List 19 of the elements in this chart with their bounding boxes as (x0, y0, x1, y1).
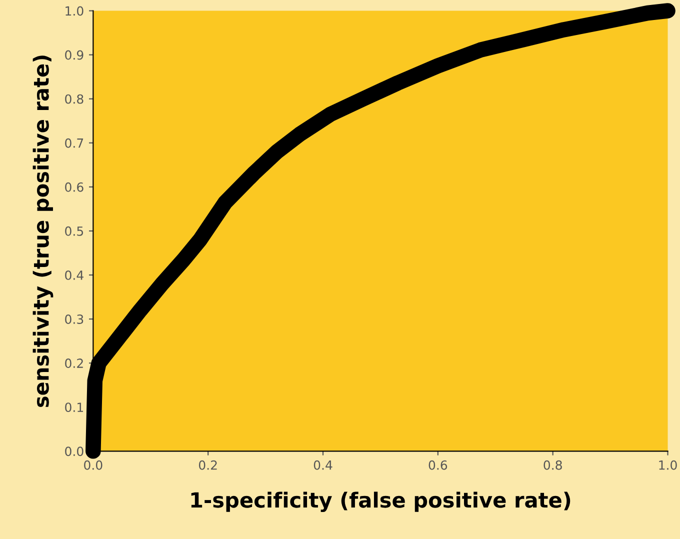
y-tick-label: 0.2 (65, 358, 83, 368)
y-tick-label: 0.0 (65, 446, 84, 456)
x-tick-label: 0.6 (428, 460, 448, 470)
y-tick-label: 0.8 (65, 94, 84, 104)
x-tick-label: 0.0 (84, 460, 102, 470)
y-tick-label: 0.7 (65, 138, 84, 148)
x-tick-label: 0.2 (198, 460, 217, 470)
x-axis-title: 1-specificity (false positive rate) (191, 492, 570, 512)
y-tick-label: 0.3 (65, 314, 84, 324)
y-tick-label: 1.0 (66, 6, 84, 16)
x-tick-label: 1.0 (659, 460, 677, 470)
y-tick-label: 0.4 (65, 270, 84, 280)
y-tick-label: 0.1 (65, 402, 83, 412)
x-tick-label: 0.8 (544, 460, 562, 470)
y-tick-label: 0.9 (65, 50, 84, 60)
x-tick-label: 0.4 (314, 460, 332, 470)
y-tick-label: 0.6 (65, 182, 84, 192)
y-axis-title: sensitivity (true positive rate) (32, 56, 54, 408)
y-tick-label: 0.5 (65, 226, 84, 236)
